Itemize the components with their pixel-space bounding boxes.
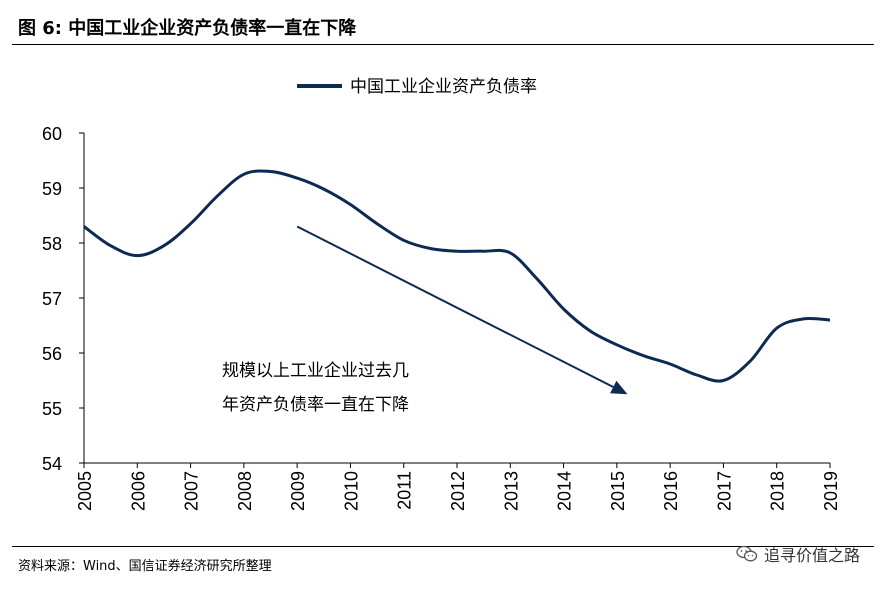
x-tick-label: 2009 [288, 471, 308, 511]
annotation-text-line: 规模以上工业企业过去几 [222, 361, 409, 381]
x-tick-label: 2008 [235, 471, 255, 511]
trend-arrow-head [610, 380, 628, 395]
x-tick-label: 2011 [395, 471, 415, 510]
x-tick-label: 2016 [661, 471, 681, 511]
x-tick-label: 2013 [501, 471, 521, 511]
source-note: 资料来源：Wind、国信证券经济研究所整理 [18, 559, 272, 574]
chart-axes [83, 133, 830, 464]
top-rule [12, 44, 874, 45]
x-tick-label: 2015 [608, 471, 628, 511]
x-tick-label: 2010 [341, 471, 361, 511]
series-line [83, 169, 831, 383]
x-tick-label: 2006 [128, 471, 148, 511]
y-tick-label: 55 [42, 399, 62, 419]
y-tick-label: 54 [42, 454, 62, 474]
watermark: 追寻价值之路 [736, 542, 860, 566]
watermark-text: 追寻价值之路 [763, 546, 860, 565]
figure-title: 图 6: 中国工业企业资产负债率一直在下降 [18, 18, 357, 39]
y-tick-label: 57 [42, 289, 62, 309]
series-group [83, 169, 831, 383]
annotation-text-line: 年资产负债率一直在下降 [222, 395, 409, 415]
bottom-rule [12, 546, 874, 547]
x-tick-label: 2007 [182, 471, 202, 511]
legend-label: 中国工业企业资产负债率 [350, 77, 537, 97]
trend-arrow-line [296, 225, 614, 388]
y-axis-ticks: 54 55 56 57 58 59 60 [42, 124, 84, 474]
y-tick-label: 58 [42, 234, 62, 254]
y-tick-label: 56 [42, 344, 62, 364]
x-tick-label: 2014 [555, 471, 575, 511]
wechat-icon [736, 545, 758, 562]
x-tick-label: 2005 [75, 471, 95, 511]
y-tick-label: 60 [42, 124, 62, 144]
y-tick-label: 59 [42, 179, 62, 199]
x-tick-label: 2019 [821, 471, 841, 511]
x-tick-label: 2012 [448, 471, 468, 511]
x-tick-label: 2018 [768, 471, 788, 511]
chart-legend: 中国工业企业资产负债率 [297, 77, 537, 97]
x-tick-label: 2017 [714, 471, 734, 511]
x-axis-ticks: 2005 2006 2007 2008 2009 2010 2011 2012 2013 2014… [75, 463, 841, 511]
